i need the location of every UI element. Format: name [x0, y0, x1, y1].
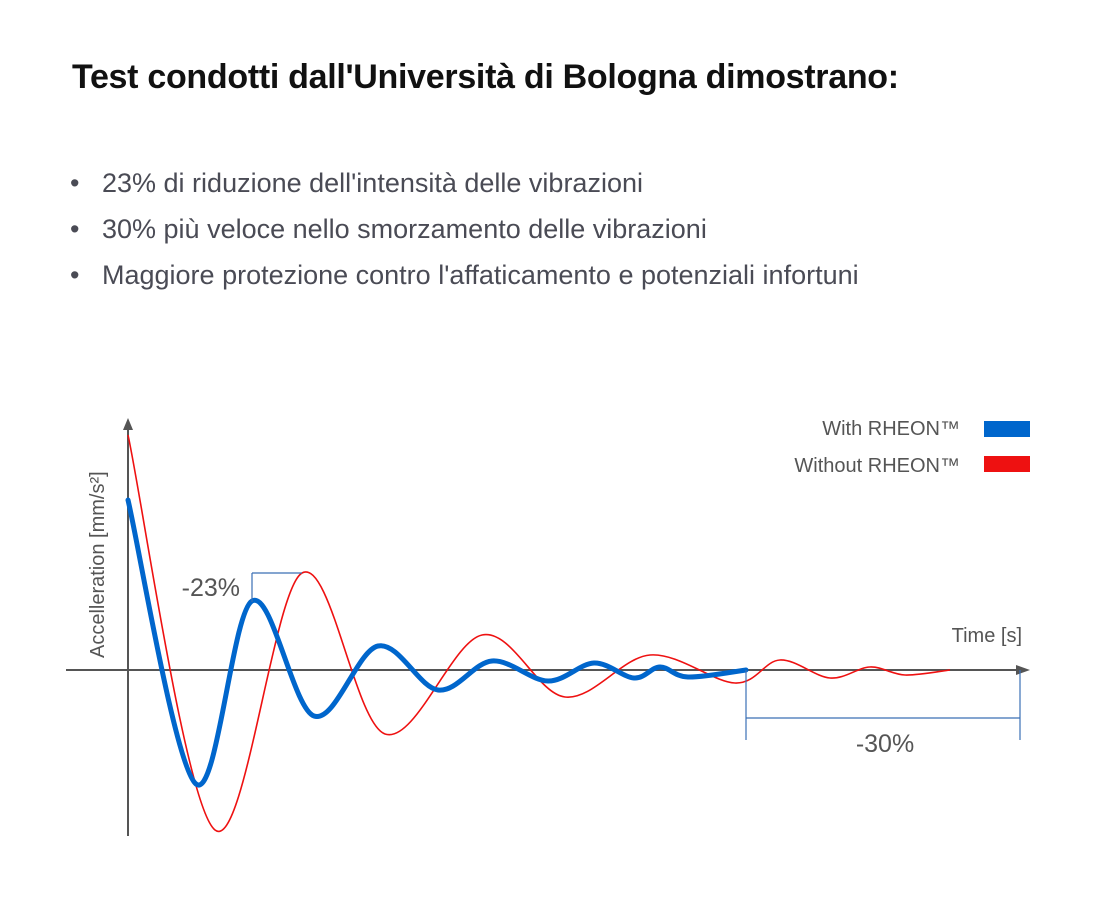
legend-swatch-without-rheon — [984, 456, 1030, 472]
series-line-with-rheon — [125, 497, 749, 788]
list-item: • 23% di riduzione dell'intensità delle v… — [70, 160, 859, 206]
bullet-icon: • — [70, 168, 80, 198]
x-axis-arrow-icon — [1016, 665, 1030, 675]
legend-label-with-rheon: With RHEON™ — [822, 418, 960, 440]
legend-swatch-with-rheon — [984, 421, 1030, 437]
bullet-text: Maggiore protezione contro l'affaticamen… — [102, 260, 859, 290]
x-axis-label: Time [s] — [952, 625, 1022, 647]
legend-label-without-rheon: Without RHEON™ — [794, 455, 960, 477]
list-item: • Maggiore protezione contro l'affaticame… — [70, 252, 859, 298]
page-title: Test condotti dall'Università di Bologna… — [72, 58, 899, 96]
list-item: • 30% più veloce nello smorzamento delle … — [70, 206, 859, 252]
bullet-icon: • — [70, 214, 80, 244]
peak-reduction-label: -23% — [182, 574, 240, 602]
benefit-list: • 23% di riduzione dell'intensità delle v… — [70, 160, 859, 298]
series-line-without-rheon — [127, 434, 951, 833]
y-axis-arrow-icon — [123, 418, 133, 430]
bullet-icon: • — [70, 260, 80, 290]
bullet-text: 30% più veloce nello smorzamento delle v… — [102, 214, 707, 244]
damping-reduction-label: -30% — [856, 730, 914, 758]
bullet-text: 23% di riduzione dell'intensità delle vi… — [102, 168, 643, 198]
y-axis-label: Accelleration [mm/s²] — [87, 471, 109, 658]
